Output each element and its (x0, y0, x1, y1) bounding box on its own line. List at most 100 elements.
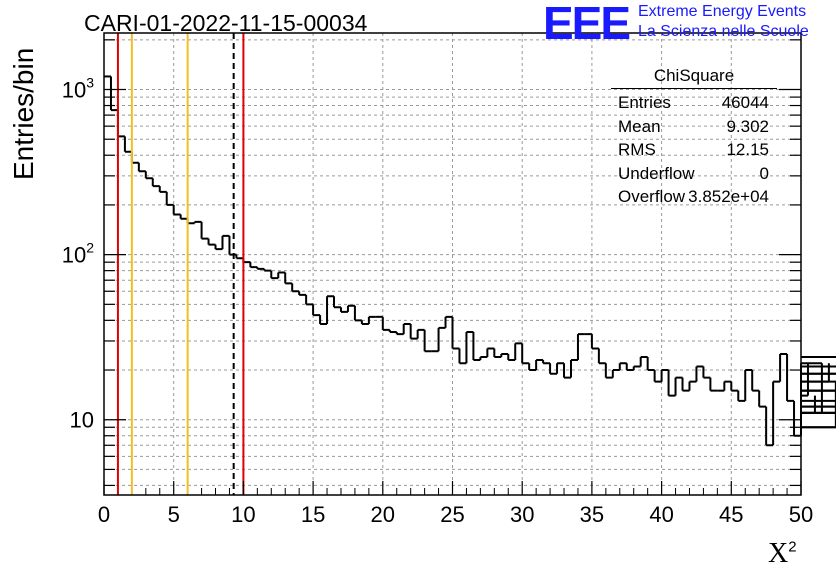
histogram-bin (423, 329, 432, 353)
histogram-bin (786, 354, 795, 402)
histogram-bin (604, 363, 613, 379)
y-tick-label: 102 (62, 240, 94, 268)
histogram-bin (235, 254, 244, 260)
logo-text: Extreme Energy Events La Scienza nelle S… (638, 2, 809, 42)
histogram-bin (249, 262, 258, 269)
histogram-bin (270, 270, 279, 280)
histogram-bin (493, 348, 502, 358)
histogram-bin (597, 348, 606, 365)
histogram-bin (458, 348, 467, 365)
histogram-bin (444, 315, 453, 328)
grid-lines (104, 33, 801, 495)
histogram-bin (165, 191, 174, 206)
histogram-bin (695, 365, 704, 382)
histogram-bin (639, 355, 648, 367)
histogram-bin (381, 316, 390, 331)
histogram-bin (312, 304, 321, 317)
histogram-bin (214, 244, 223, 251)
eee-logo: EEE (543, 0, 631, 49)
y-tick-label-exponent: 2 (86, 240, 94, 256)
x-tick-label: 25 (440, 502, 464, 527)
y-tick-label: 103 (62, 75, 94, 103)
histogram-bin (486, 347, 495, 357)
histogram-bin (402, 323, 411, 335)
stats-row: Underflow 0 (611, 162, 777, 186)
histogram-bin (549, 363, 558, 375)
histogram-bin (653, 370, 662, 383)
histogram-bin (151, 178, 160, 188)
histogram-bin (611, 369, 620, 378)
histogram-bin (801, 362, 823, 413)
logo-line-1: Extreme Energy Events (638, 3, 807, 20)
histogram-bin (507, 354, 516, 362)
x-tick-label: 45 (719, 502, 743, 527)
histogram-bin (158, 186, 167, 193)
histogram-bin (388, 329, 397, 333)
stats-box: ChiSquare Entries 46044 Mean 9.302 RMS 12.1… (611, 64, 777, 209)
stats-row: RMS 12.15 (611, 138, 777, 162)
histogram-bin (737, 390, 746, 402)
histogram-bin (333, 296, 341, 309)
histogram-bin (123, 136, 132, 153)
x-tick-label: 20 (371, 502, 395, 527)
histogram-bin (542, 360, 551, 365)
histogram-bin (521, 343, 530, 365)
histogram-bin (346, 304, 355, 312)
histogram-bin (801, 405, 836, 408)
stats-row: Mean 9.302 (611, 115, 777, 139)
histogram-bin (291, 283, 300, 293)
stats-value: 9.302 (726, 116, 769, 136)
stats-value: 12.15 (726, 140, 769, 159)
stats-key: Mean (618, 116, 661, 136)
histogram-bin (723, 380, 732, 391)
x-axis-label: X2 (768, 538, 797, 570)
histogram-bin (709, 377, 718, 392)
histogram-bin (674, 376, 683, 396)
x-axis-label-exponent: 2 (788, 538, 797, 556)
stats-row: Overflow 3.852e+04 (611, 185, 777, 209)
stats-value: 0 (759, 163, 769, 183)
x-tick-label: 5 (168, 502, 180, 527)
histogram-bin (395, 331, 404, 336)
histogram-bin (801, 389, 836, 392)
histogram-bin (801, 355, 836, 358)
histogram-bin (563, 363, 571, 379)
chart-title: CARI-01-2022-11-15-00034 (84, 10, 368, 36)
stats-value: 46044 (721, 93, 769, 112)
x-axis: 0 5 10 15 20 25 30 35 40 45 50 (98, 481, 813, 527)
x-tick-label: 0 (98, 502, 110, 527)
histogram-bin (646, 356, 655, 372)
histogram-bin (688, 380, 697, 391)
histogram (104, 75, 836, 447)
histogram-bin (569, 359, 578, 378)
histogram-bin (172, 204, 181, 216)
y-tick-label-base: 10 (62, 78, 86, 103)
y-tick-label-base: 10 (62, 243, 86, 268)
histogram-bin (528, 363, 537, 372)
histogram-bin (681, 377, 690, 392)
histogram-bin (744, 369, 753, 401)
stats-key: Entries (618, 93, 671, 112)
histogram-bin (758, 390, 767, 408)
histogram-bin (801, 372, 836, 375)
histogram-bin (590, 334, 599, 350)
x-tick-label: 40 (649, 502, 673, 527)
stats-key: Underflow (618, 163, 695, 183)
histogram-bin (256, 267, 265, 270)
x-tick-label: 15 (301, 502, 325, 527)
histogram-bin (437, 326, 446, 352)
histogram-bin (200, 221, 209, 240)
stats-row: Entries 46044 (611, 91, 777, 115)
histogram-bin (319, 315, 328, 326)
histogram-bin (801, 426, 836, 429)
histogram-bin (339, 307, 348, 313)
histogram-bin (416, 328, 425, 339)
y-axis-label: Entries/bin (8, 47, 39, 180)
stats-value: 3.852e+04 (688, 187, 769, 206)
histogram-bin (409, 324, 418, 340)
x-tick-label: 50 (789, 502, 813, 527)
histogram-bin (465, 330, 474, 364)
histogram-bin (109, 76, 118, 112)
histogram-bin (326, 295, 335, 325)
